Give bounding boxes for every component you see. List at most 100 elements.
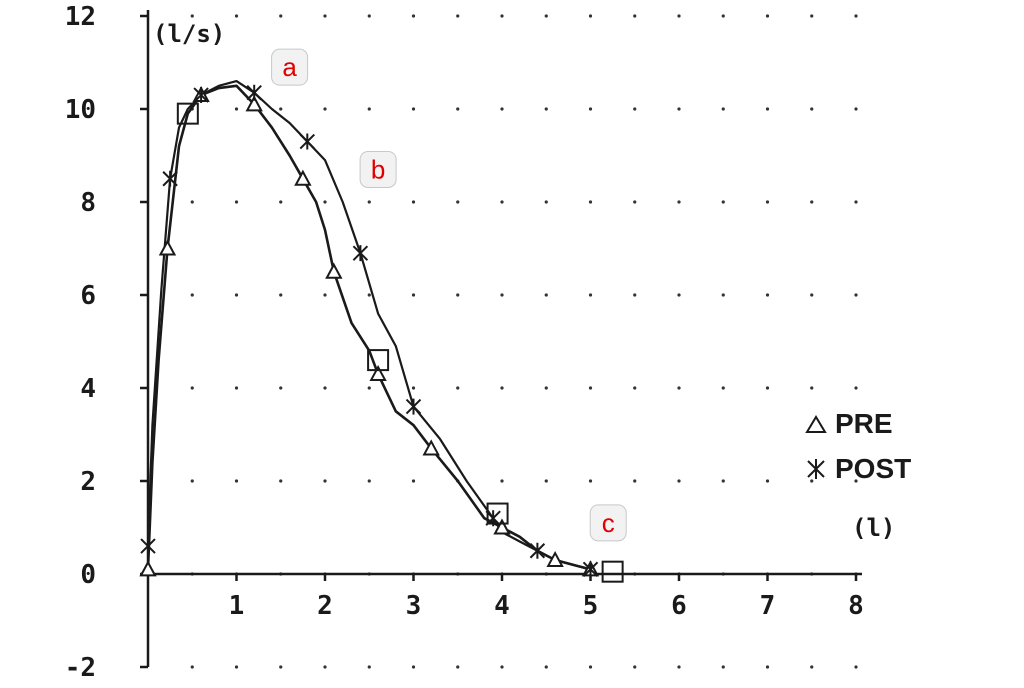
grid-dot <box>367 107 371 111</box>
grid-dot <box>234 14 239 18</box>
square-marker <box>601 560 624 583</box>
grid-dot <box>677 200 681 204</box>
grid-dot <box>411 386 416 390</box>
point-marker-post <box>352 245 369 262</box>
y-tick-label: 12 <box>65 2 96 32</box>
point-marker-post <box>529 542 546 559</box>
grid-dot <box>677 107 681 111</box>
grid-dot <box>190 293 194 297</box>
callouts: a b c <box>271 48 627 542</box>
grid-dot <box>588 14 593 18</box>
series-line-post <box>146 80 591 571</box>
grid-dot <box>588 107 593 111</box>
grid-dot <box>323 14 327 18</box>
y-tick-label: -2 <box>65 653 96 683</box>
grid-dot <box>367 386 371 390</box>
grid-dot <box>677 293 681 297</box>
grid-dot <box>367 479 371 483</box>
x-tick-label: 7 <box>760 591 776 621</box>
grid-dot <box>279 293 283 297</box>
legend-triangle-icon <box>805 415 827 433</box>
callout-b: b <box>359 150 397 188</box>
grid-dot <box>190 386 194 390</box>
grid-dot <box>190 14 194 18</box>
callout-box <box>589 504 627 542</box>
grid-dot <box>500 665 504 669</box>
grid-dot <box>234 479 239 483</box>
x-tick-label: 2 <box>317 591 333 621</box>
grid-dot <box>234 665 239 669</box>
y-unit-label: (l/s) <box>153 20 225 48</box>
grid-dot <box>810 386 814 390</box>
grid-dot <box>500 14 504 18</box>
point-marker-pre <box>139 560 157 577</box>
callout-label: a <box>282 52 297 82</box>
grid-dot <box>677 479 681 483</box>
grid-dot <box>721 293 725 297</box>
grid-dot <box>677 386 681 390</box>
grid-dot <box>588 386 593 390</box>
grid-dot <box>190 665 194 669</box>
grid-dot <box>854 200 858 204</box>
grid-dot <box>323 107 327 111</box>
grid-dot <box>588 665 593 669</box>
grid-dot <box>411 479 416 483</box>
grid-dot <box>411 107 416 111</box>
grid-dot <box>544 479 548 483</box>
grid-dot <box>633 386 637 390</box>
y-tick-label: 8 <box>80 188 96 218</box>
point-marker-pre <box>422 439 440 456</box>
point-marker-post <box>162 170 178 187</box>
callout-label: b <box>371 154 385 184</box>
grid-dot <box>411 293 416 297</box>
square-marker <box>486 502 509 525</box>
square-marker <box>176 102 199 125</box>
grid-dot <box>810 293 814 297</box>
grid-dot <box>456 200 460 204</box>
grid-dot <box>721 479 725 483</box>
grid-dot <box>234 200 239 204</box>
x-unit-label: (l) <box>852 514 895 542</box>
grid-dot <box>279 479 283 483</box>
grid-dot <box>544 665 548 669</box>
point-marker-pre <box>158 239 177 256</box>
grid-dot <box>854 293 858 297</box>
point-marker-pre <box>493 518 511 535</box>
grid-dot <box>765 665 770 669</box>
grid-dot <box>323 479 327 483</box>
grid-dot <box>810 665 814 669</box>
grid-dot <box>854 14 858 18</box>
grid-dot <box>810 107 814 111</box>
grid-dot <box>633 14 637 18</box>
grid-dot <box>500 200 504 204</box>
grid-dot <box>500 107 504 111</box>
callout-label: c <box>602 508 615 538</box>
callout-a: a <box>271 48 309 86</box>
grid-dot <box>190 479 194 483</box>
grid-dot <box>367 200 371 204</box>
grid-dot <box>544 200 548 204</box>
point-marker-pre <box>546 550 564 568</box>
grid-dot <box>765 107 770 111</box>
callout-box <box>271 48 309 86</box>
grid-dot <box>810 14 814 18</box>
y-tick-label: 2 <box>80 467 96 497</box>
y-tick-label: 6 <box>80 281 96 311</box>
x-tick-label: 8 <box>848 591 864 621</box>
point-marker-post <box>140 538 156 555</box>
grid-dot <box>323 386 327 390</box>
grid-dot <box>411 665 416 669</box>
point-marker-pre <box>294 169 312 186</box>
grid-dot <box>854 386 858 390</box>
grid-dot <box>456 107 460 111</box>
grid-dot <box>765 386 770 390</box>
point-marker-pre <box>245 95 263 112</box>
grid-dot <box>677 14 681 18</box>
grid-dot <box>810 479 814 483</box>
grid-dot <box>721 107 725 111</box>
grid-dot <box>588 479 593 483</box>
point-marker-post <box>299 133 316 150</box>
grid-dot <box>279 14 283 18</box>
grid-dot <box>544 386 548 390</box>
